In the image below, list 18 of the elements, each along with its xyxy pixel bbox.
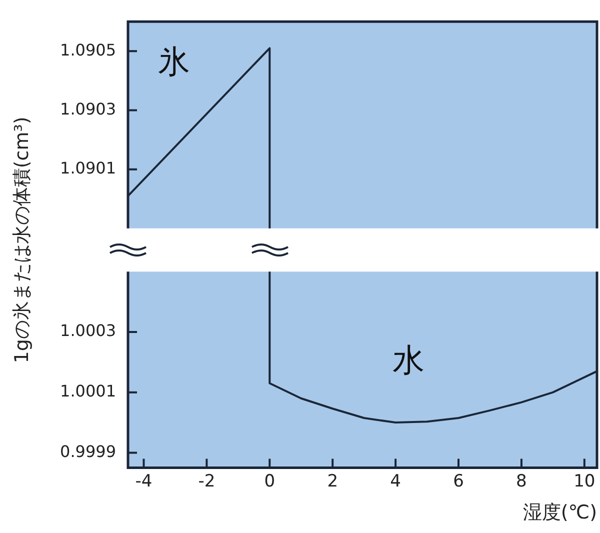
series-label: 氷 <box>158 42 190 80</box>
x-tick-label: -4 <box>135 471 152 492</box>
x-axis-title: 湿度(℃) <box>522 502 597 524</box>
x-tick-label: 0 <box>264 471 276 492</box>
y-tick-label: 1.0903 <box>60 99 116 118</box>
y-tick-label: 1.0905 <box>60 40 116 60</box>
y-tick-label: 1.0901 <box>60 158 116 178</box>
x-tick-label: 2 <box>327 471 338 492</box>
x-tick-label: 6 <box>453 471 464 492</box>
x-tick-label: 10 <box>574 471 596 492</box>
y-axis-title: 1gの氷または水の体積(cm³) <box>10 116 34 364</box>
y-tick-label: 1.0003 <box>60 321 116 340</box>
series-label: 水 <box>392 341 424 380</box>
y-tick-label: 0.9999 <box>60 442 116 461</box>
x-tick-label: 8 <box>516 471 527 492</box>
y-tick-label: 1.0001 <box>60 381 116 400</box>
x-tick-label: 4 <box>390 471 401 492</box>
x-tick-label: -2 <box>198 471 216 492</box>
